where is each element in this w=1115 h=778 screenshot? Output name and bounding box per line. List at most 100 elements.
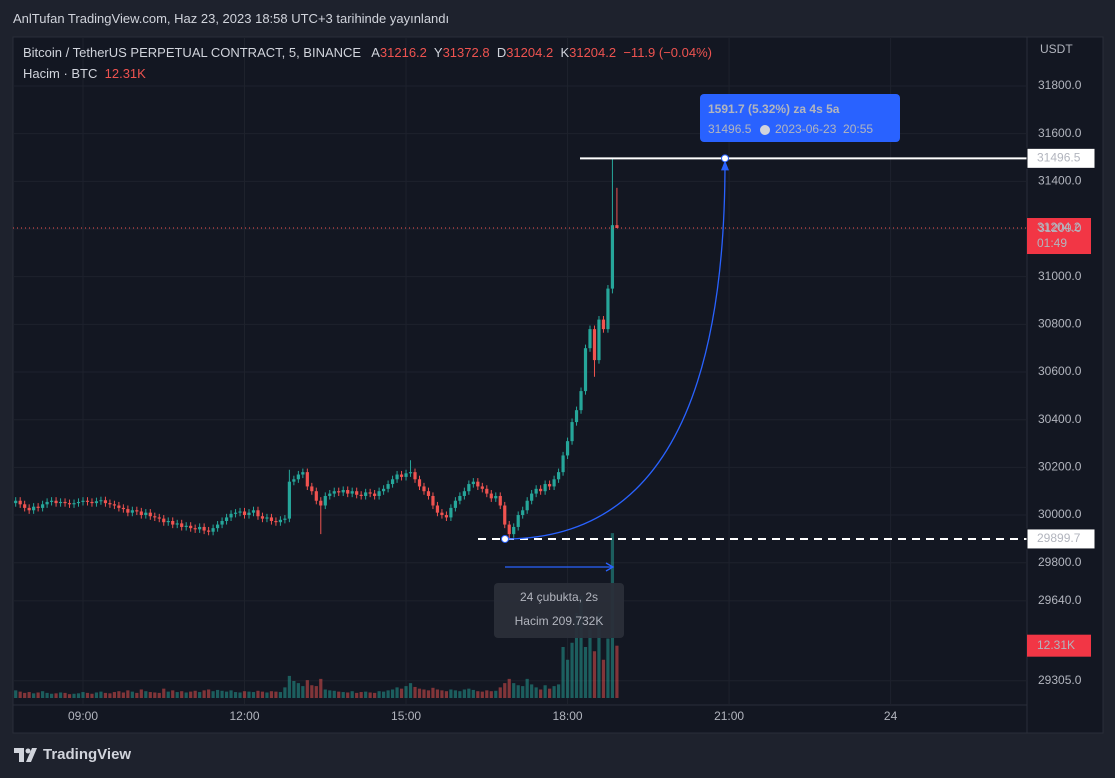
candle-body [171,520,175,525]
candle-body [489,493,493,499]
volume-bar [570,642,574,698]
volume-bar [485,690,489,698]
candle-body [207,530,211,532]
volume-bar [233,692,238,698]
volume-bar [431,687,435,698]
candle-body [135,510,139,512]
candle-body [193,528,197,530]
y-tick-label: 31400.0 [1038,174,1082,188]
ohlc-value: 31216.2 [379,45,427,60]
volume-bar [390,689,395,698]
legend-row: Hacim · BTC 12.31K [23,66,146,81]
candle-body [458,495,462,501]
ohlc-letter: Y [433,45,443,60]
candle-body [579,391,583,411]
candle-body [296,474,300,480]
measure-date: 2023-06-23 20:55 [775,122,873,136]
volume-bar [287,675,291,698]
volume-bar [215,689,220,698]
volume-bar [242,691,247,698]
y-tick-label: 30600.0 [1038,364,1082,378]
volume-bar [274,691,278,698]
volume-bar [373,692,377,698]
volume-bar [126,690,130,698]
ohlc-value: 31204.2 [506,45,554,60]
candle-body [247,512,251,516]
volume-bar [85,692,90,698]
low-level-label: 29899.7 [1037,531,1081,545]
volume-bar [395,687,399,698]
volume-bar [148,692,152,698]
candle-body [32,506,36,511]
candle-body [341,490,345,493]
candle-body [583,348,588,392]
volume-bar [58,692,63,698]
volume-bar [440,690,444,698]
volume-bar [368,692,372,698]
range-volume: Hacim 209.732K [515,614,604,628]
candle-body [184,525,188,527]
candle-body [377,491,381,496]
candles [14,158,619,539]
volume-bar [139,689,143,698]
volume-bar [67,694,72,698]
volume-bar [399,688,404,698]
y-tick-label: 30400.0 [1038,412,1082,426]
volume-bar [260,691,265,698]
candle-body [449,507,453,518]
volume-bar [247,691,251,698]
volume-bar [552,686,556,698]
volume-bar [530,684,534,698]
volume-bar [130,691,134,698]
current-price-box [1027,218,1091,255]
volume-bar [202,690,206,698]
range-box [494,583,624,638]
y-tick-label: 31200.0 [1038,221,1082,235]
candle-body [417,479,422,487]
volume-bar [166,691,170,698]
high-level-label: 31496.5 [1037,151,1081,165]
volume-bar [565,659,570,698]
anchor-point [501,534,509,543]
candle-body [180,523,184,527]
candle-body [157,517,161,519]
candle-body [63,501,67,504]
candle-body [485,488,489,494]
y-tick-label: 29640.0 [1038,593,1082,607]
candle-body [494,495,498,499]
candle-body [592,329,597,361]
current-price-label: 31204.2 [1037,220,1081,234]
volume-bar [355,692,359,698]
volume-bar [592,651,597,698]
volume-bar [422,689,426,698]
volume-bar [14,690,18,698]
candle-body [90,501,94,504]
header: AnlTufan TradingView.com, Haz 23, 2023 1… [13,11,450,26]
volume-bar [76,693,81,698]
candle-body [292,479,296,482]
volume-bar [561,647,565,698]
candle-body [153,516,157,518]
candle-body [395,474,399,480]
volume-bar [90,693,94,698]
ohlc-letter: D [496,45,507,60]
volume-bar [121,692,125,698]
candle-body [588,329,592,349]
candle-body [67,503,72,505]
candle-body [332,491,336,494]
candle-body [570,422,574,442]
volume-bar [503,683,507,698]
y-tick-label: 31000.0 [1038,269,1082,283]
candle-body [310,486,314,492]
range-label: 24 çubukta, 2s [520,590,598,604]
measure-label: 1591.7 (5.32%) za 4s 5a [708,102,840,116]
candle-body [323,495,327,506]
volume-value: 12.31K [104,66,146,81]
x-tick-label: 15:00 [391,709,421,723]
candle-body [18,500,22,505]
volume-bar [453,690,457,698]
candle-body [574,410,579,423]
candle-body [597,319,601,361]
candle-body [301,472,305,475]
candle-body [265,517,269,519]
